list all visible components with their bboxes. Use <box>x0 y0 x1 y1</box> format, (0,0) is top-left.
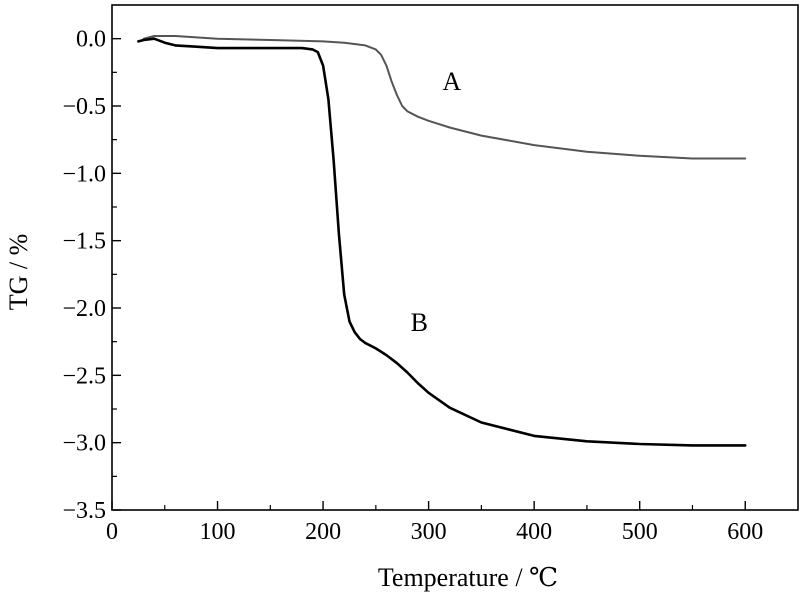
y-tick-label: 0.0 <box>76 27 106 53</box>
y-tick-label: −2.0 <box>62 296 106 322</box>
y-tick-label: −3.5 <box>62 498 106 524</box>
series-label-a: A <box>442 67 461 96</box>
series-a-line <box>142 35 747 160</box>
series-label-b: B <box>411 308 428 337</box>
x-tick-label: 200 <box>305 519 341 545</box>
x-axis-title: Temperature / ℃ <box>378 563 558 592</box>
y-tick-label: −2.5 <box>62 363 106 389</box>
series-b-line <box>137 37 747 447</box>
y-tick-label: −1.5 <box>62 229 106 255</box>
y-axis-title: TG / % <box>4 234 33 311</box>
x-tick-label: 400 <box>516 519 552 545</box>
x-tick-label: 100 <box>200 519 236 545</box>
x-tick-label: 600 <box>727 519 763 545</box>
x-tick-label: 0 <box>106 519 118 545</box>
y-tick-label: −0.5 <box>62 94 106 120</box>
x-tick-label: 300 <box>411 519 447 545</box>
y-tick-label: −3.0 <box>62 431 106 457</box>
y-tick-label: −1.0 <box>62 161 106 187</box>
x-tick-label: 500 <box>622 519 658 545</box>
plot-frame <box>111 4 799 511</box>
